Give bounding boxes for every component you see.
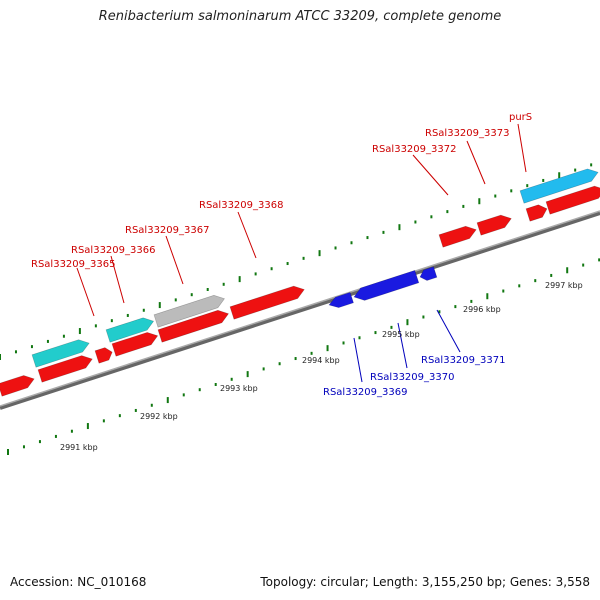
gene-label-rsal33209-3370[interactable]: RSal33209_3370 [370, 372, 454, 383]
genome-summary-text: Topology: circular; Length: 3,155,250 bp… [260, 575, 590, 589]
gene-label-rsal33209-3368[interactable]: RSal33209_3368 [199, 200, 283, 211]
gene-arrow-fwd-c[interactable] [94, 347, 113, 364]
gene-label-rsal33209-3366[interactable]: RSal33209_3366 [71, 245, 155, 256]
leader-3367 [165, 235, 184, 285]
accession-text: Accession: NC_010168 [10, 575, 147, 589]
gene-label-purs[interactable]: purS [509, 112, 532, 123]
feature-arrows [0, 168, 600, 397]
leader-3373 [466, 140, 486, 185]
gene-label-rsal33209-3367[interactable]: RSal33209_3367 [125, 225, 209, 236]
scale-label-2994: 2994 kbp [302, 356, 340, 365]
gene-arrow-fwd-f[interactable] [229, 285, 305, 320]
inner-tick-row [7, 258, 600, 455]
genome-title: Renibacterium salmoninarum ATCC 33209, c… [98, 9, 502, 24]
pseudo-arrow-a[interactable] [153, 294, 225, 328]
outer-tick-row [0, 163, 593, 360]
leader-3365 [76, 267, 95, 317]
scale-label-2996: 2996 kbp [463, 305, 501, 314]
gene-arrow-rev-b[interactable] [353, 270, 420, 301]
gene-arrow-fwd-h[interactable] [476, 214, 512, 236]
leader-purS [517, 123, 527, 173]
scale-label-2992: 2992 kbp [140, 412, 178, 421]
rna-arrow-b[interactable] [105, 317, 155, 343]
gene-label-rsal33209-3369[interactable]: RSal33209_3369 [323, 387, 407, 398]
scale-label-2993: 2993 kbp [220, 384, 258, 393]
gene-arrow-fwd-i[interactable] [525, 204, 548, 222]
leader-3369 [353, 337, 363, 383]
leader-3370 [397, 322, 408, 369]
gene-label-rsal33209-3371[interactable]: RSal33209_3371 [421, 355, 505, 366]
gene-label-rsal33209-3373[interactable]: RSal33209_3373 [425, 128, 509, 139]
rna-arrow-a[interactable] [31, 339, 90, 368]
scale-label-2997: 2997 kbp [545, 281, 583, 290]
gene-arrow-fwd-e[interactable] [157, 309, 229, 343]
scale-label-2991: 2991 kbp [60, 443, 98, 452]
gene-labels: RSal33209_3365 RSal33209_3366 RSal33209_… [31, 112, 532, 398]
gene-arrow-fwd-a[interactable] [0, 375, 35, 397]
leader-3371 [436, 309, 461, 353]
leader-3372 [412, 154, 449, 196]
gene-label-rsal33209-3365[interactable]: RSal33209_3365 [31, 259, 115, 270]
leader-3368 [237, 211, 257, 259]
label-leaders [76, 123, 527, 383]
leader-3366 [110, 255, 125, 304]
gene-arrow-fwd-g[interactable] [438, 225, 477, 248]
genome-backbone [0, 210, 600, 410]
gene-arrow-rev-a[interactable] [328, 292, 354, 308]
gene-arrow-fwd-b[interactable] [37, 355, 93, 383]
scale-labels: 2991 kbp 2992 kbp 2993 kbp 2994 kbp 2995… [60, 281, 583, 452]
gene-arrow-fwd-j[interactable] [545, 185, 600, 215]
rna-arrow-c[interactable] [519, 168, 599, 204]
gene-arrow-rev-c[interactable] [419, 266, 438, 281]
gene-label-rsal33209-3372[interactable]: RSal33209_3372 [372, 144, 456, 155]
scale-label-2995: 2995 kbp [382, 330, 420, 339]
gene-arrow-fwd-d[interactable] [111, 332, 159, 357]
